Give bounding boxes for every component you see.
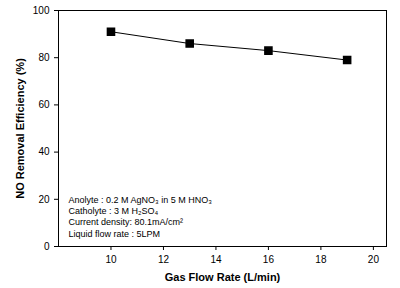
- svg-text:16: 16: [263, 254, 275, 265]
- svg-text:Gas Flow Rate (L/min): Gas Flow Rate (L/min): [165, 271, 281, 283]
- svg-text:Anolyte : 0.2 M AgNO₃ in 5 M H: Anolyte : 0.2 M AgNO₃ in 5 M HNO₃Catholy…: [69, 195, 213, 239]
- svg-text:80: 80: [38, 52, 50, 63]
- svg-text:18: 18: [315, 254, 327, 265]
- svg-text:60: 60: [38, 99, 50, 110]
- svg-text:100: 100: [33, 5, 50, 16]
- svg-text:10: 10: [105, 254, 117, 265]
- svg-text:20: 20: [368, 254, 380, 265]
- svg-text:20: 20: [38, 194, 50, 205]
- svg-text:12: 12: [158, 254, 170, 265]
- svg-text:40: 40: [38, 146, 50, 157]
- svg-text:14: 14: [210, 254, 222, 265]
- svg-text:0: 0: [44, 241, 50, 252]
- svg-text:NO Removal Efficiency (%): NO Removal Efficiency (%): [14, 58, 26, 199]
